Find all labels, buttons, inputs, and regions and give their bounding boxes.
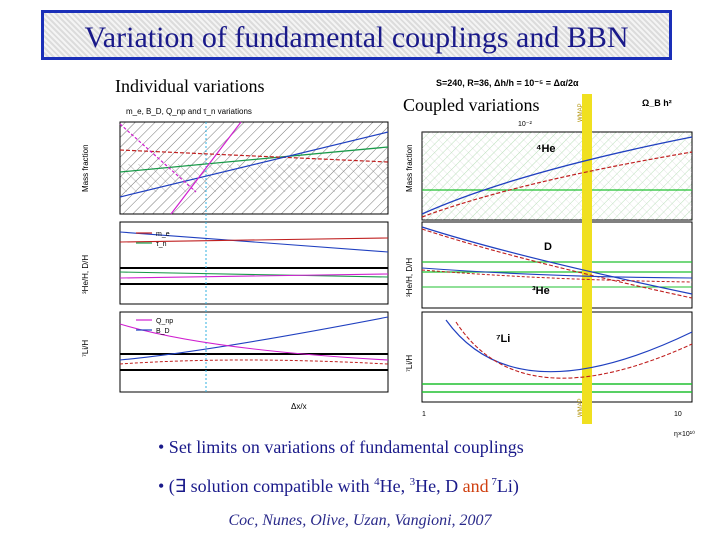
and-word: and xyxy=(462,476,489,496)
wmap-band xyxy=(582,94,592,424)
credit-line: Coc, Nunes, Olive, Uzan, Vangioni, 2007 xyxy=(228,512,492,529)
legend-bd: B_D xyxy=(156,328,170,335)
left-ylabel-li7: ⁷Li/H xyxy=(81,340,90,357)
omega-label: Ω_B h² xyxy=(642,98,672,108)
x-tick-10: 10 xyxy=(674,411,682,418)
right-caption: Coupled variations xyxy=(403,95,540,115)
bullet-1: • Set limits on variations of fundamenta… xyxy=(158,437,524,457)
left-figure: m_e, B_D, Q_np and τ_n variations m_e τ_… xyxy=(81,107,389,411)
label-he4: ⁴He xyxy=(536,143,556,155)
x-tick-1: 1 xyxy=(422,411,426,418)
right-header: S=240, R=36, Δh/h = 10⁻⁵ = Δα/2α xyxy=(436,78,579,88)
title-banner: Variation of fundamental couplings and B… xyxy=(41,10,672,60)
legend-taun: τ_n xyxy=(156,241,167,248)
legend-me: m_e xyxy=(156,231,170,238)
legend-qnp: Q_np xyxy=(156,318,173,325)
wmap-label-bottom: WMAP xyxy=(578,398,584,417)
label-li7: ⁷Li xyxy=(496,333,510,345)
wmap-label-top: WMAP xyxy=(578,103,584,122)
left-header: m_e, B_D, Q_np and τ_n variations xyxy=(126,107,252,116)
scale-top: 10⁻² xyxy=(518,121,532,128)
right-xlabel: η×10¹⁰ xyxy=(674,430,695,438)
label-d: D xyxy=(544,241,552,253)
left-ylabel-mass: Mass fraction xyxy=(81,144,90,192)
right-figure: S=240, R=36, Δh/h = 10⁻⁵ = Δα/2α Ω_B h² … xyxy=(405,78,695,438)
left-xlabel: Δx/x xyxy=(291,402,307,411)
left-caption: Individual variations xyxy=(115,76,265,96)
left-ylabel-he3d: ³He/H, D/H xyxy=(81,255,90,294)
label-he3: ³He xyxy=(532,285,550,297)
right-ylabel-mass: Mass fraction xyxy=(405,144,414,192)
slide-title: Variation of fundamental couplings and B… xyxy=(84,21,629,54)
right-ylabel-he3d: ³He/H, D/H xyxy=(405,258,414,297)
right-ylabel-li7: ⁷Li/H xyxy=(405,355,414,372)
bullet-2: • (∃ solution compatible with 4He, 3He, … xyxy=(158,476,519,496)
